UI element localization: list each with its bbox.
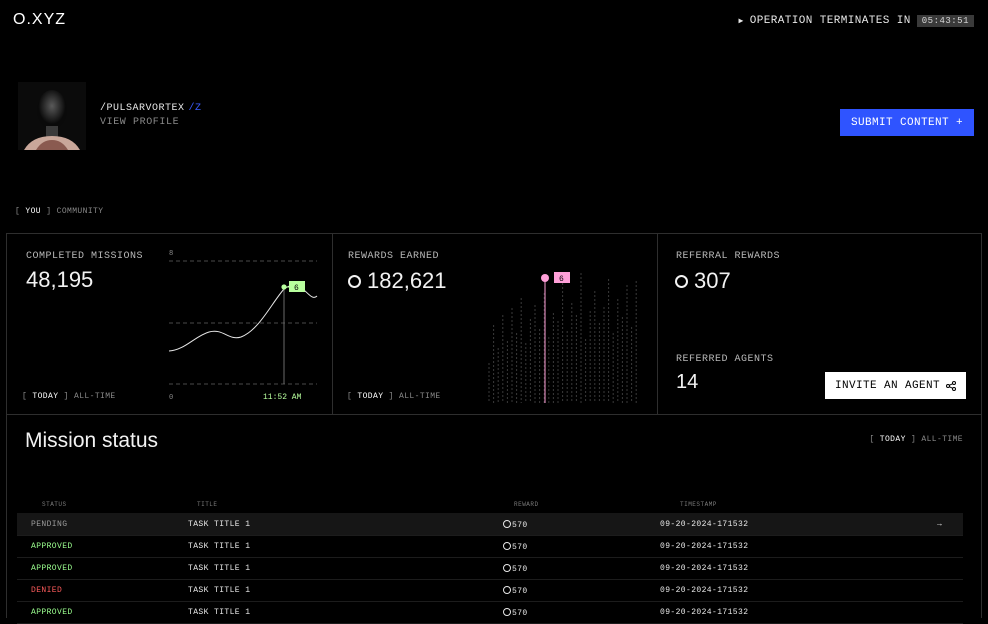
column-header-status: STATUS (42, 501, 67, 508)
rewards-today-tab[interactable]: TODAY (357, 392, 384, 401)
row-status: PENDING (31, 520, 68, 529)
row-reward: 570 (503, 586, 528, 596)
row-timestamp: 09-20-2024-171532 (660, 586, 749, 595)
table-row[interactable]: PENDING TASK TITLE 1 570 09-20-2024-1715… (17, 513, 963, 536)
row-status: APPROVED (31, 608, 73, 617)
handle-name: /PULSARVORTEX (100, 103, 185, 114)
coin-icon (348, 274, 361, 288)
tab-you[interactable]: YOU (25, 207, 42, 216)
missions-value: 48,195 (26, 267, 94, 292)
coin-icon (503, 542, 511, 550)
row-status: DENIED (31, 586, 63, 595)
row-timestamp: 09-20-2024-171532 (660, 542, 749, 551)
avatar[interactable] (18, 82, 86, 150)
coin-icon (675, 274, 688, 288)
invite-agent-label: INVITE AN AGENT (834, 379, 941, 392)
completed-missions-card: COMPLETED MISSIONS 48,195 [ TODAY ] ALL-… (6, 233, 333, 415)
rewards-value: 182,621 (367, 268, 447, 293)
column-header-title: TITLE (197, 501, 218, 508)
rewards-earned-card: REWARDS EARNED 182,621 [ TODAY ] ALL-TIM… (332, 233, 658, 415)
coin-icon (503, 520, 511, 528)
missions-today-tab[interactable]: TODAY (32, 392, 59, 401)
referral-label: REFERRAL REWARDS (676, 251, 781, 262)
rewards-value-row: 182,621 (348, 268, 447, 294)
handle-suffix: /Z (188, 103, 202, 114)
missions-axis-bottom: 0 (169, 394, 173, 402)
tab-community[interactable]: COMMUNITY (56, 207, 104, 216)
row-title: TASK TITLE 1 (188, 586, 251, 595)
rewards-toggle: [ TODAY ] ALL-TIME (347, 392, 441, 401)
column-header-reward: REWARD (514, 501, 539, 508)
table-row[interactable]: APPROVED TASK TITLE 1 570 09-20-2024-171… (17, 601, 963, 624)
invite-agent-button[interactable]: INVITE AN AGENT (825, 372, 966, 399)
scope-tabs: [ YOU ] COMMUNITY (15, 207, 104, 216)
row-timestamp: 09-20-2024-171532 (660, 608, 749, 617)
mission-alltime-tab[interactable]: ALL-TIME (921, 435, 963, 444)
row-title: TASK TITLE 1 (188, 520, 251, 529)
rewards-label: REWARDS EARNED (348, 251, 440, 262)
avatar-image (18, 82, 86, 150)
submit-content-button[interactable]: SUBMIT CONTENT + (840, 109, 974, 136)
row-status: APPROVED (31, 542, 73, 551)
referral-rewards-card: REFERRAL REWARDS 307 REFERRED AGENTS 14 … (657, 233, 982, 415)
missions-alltime-tab[interactable]: ALL-TIME (74, 392, 116, 401)
referred-agents-value: 14 (676, 371, 699, 393)
mission-status-title: Mission status (25, 429, 159, 452)
missions-axis-top: 8 (169, 250, 173, 258)
row-timestamp: 09-20-2024-171532 (660, 564, 749, 573)
rewards-bar-chart: 6 (488, 272, 637, 403)
rewards-alltime-tab[interactable]: ALL-TIME (399, 392, 441, 401)
coin-icon (503, 586, 511, 594)
row-title: TASK TITLE 1 (188, 608, 251, 617)
row-title: TASK TITLE 1 (188, 542, 251, 551)
mission-today-tab[interactable]: TODAY (879, 435, 906, 444)
coin-icon (503, 564, 511, 572)
row-title: TASK TITLE 1 (188, 564, 251, 573)
row-status: APPROVED (31, 564, 73, 573)
referral-value: 307 (694, 268, 731, 293)
table-row[interactable]: DENIED TASK TITLE 1 570 09-20-2024-17153… (17, 579, 963, 602)
row-reward: 570 (503, 564, 528, 574)
missions-point-label: 6 (294, 284, 299, 293)
rewards-point-label: 6 (559, 275, 564, 284)
missions-line-chart: 8 6 0 11:52 AM (168, 250, 318, 402)
missions-toggle: [ TODAY ] ALL-TIME (22, 392, 116, 401)
missions-label: COMPLETED MISSIONS (26, 251, 144, 262)
view-profile-link[interactable]: VIEW PROFILE (100, 117, 180, 128)
logo[interactable]: O.XYZ (13, 11, 67, 28)
coin-icon (503, 608, 511, 616)
operation-countdown: ▶ OPERATION TERMINATES IN 05:43:51 (739, 15, 974, 27)
operation-label: OPERATION TERMINATES IN (749, 15, 911, 27)
mission-status-toggle: [ TODAY ] ALL-TIME (869, 435, 963, 444)
referral-value-row: 307 (675, 268, 731, 294)
profile-handle: /PULSARVORTEX/Z (100, 103, 202, 114)
row-reward: 570 (503, 608, 528, 618)
mission-status-section: Mission status [ TODAY ] ALL-TIME STATUS… (6, 414, 982, 624)
row-timestamp: 09-20-2024-171532 (660, 520, 749, 529)
column-header-timestamp: TIMESTAMP (680, 501, 717, 508)
row-reward: 570 (503, 542, 528, 552)
referred-agents-label: REFERRED AGENTS (676, 354, 774, 365)
missions-time-label: 11:52 AM (263, 393, 302, 402)
share-icon (946, 380, 957, 391)
arrow-right-icon[interactable]: → (937, 520, 943, 529)
rewards-highlight-point (541, 274, 549, 282)
countdown-timer: 05:43:51 (916, 15, 974, 27)
play-icon: ▶ (738, 17, 744, 26)
table-row[interactable]: APPROVED TASK TITLE 1 570 09-20-2024-171… (17, 557, 963, 580)
row-reward: 570 (503, 520, 528, 530)
table-row[interactable]: APPROVED TASK TITLE 1 570 09-20-2024-171… (17, 535, 963, 558)
